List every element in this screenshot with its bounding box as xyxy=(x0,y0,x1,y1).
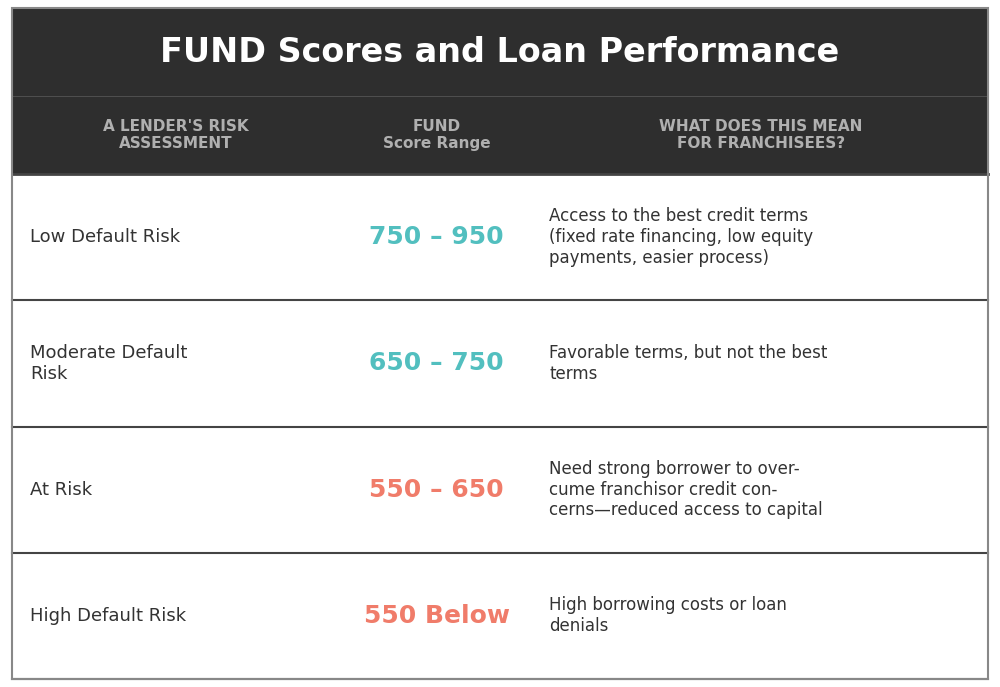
Text: A LENDER'S RISK
ASSESSMENT: A LENDER'S RISK ASSESSMENT xyxy=(103,119,248,151)
Text: FUND Scores and Loan Performance: FUND Scores and Loan Performance xyxy=(160,36,840,69)
Text: High borrowing costs or loan
denials: High borrowing costs or loan denials xyxy=(549,596,787,635)
Text: 650 – 750: 650 – 750 xyxy=(369,351,504,375)
Text: FUND
Score Range: FUND Score Range xyxy=(383,119,490,151)
Bar xyxy=(12,174,988,300)
Bar xyxy=(12,427,988,553)
Text: Favorable terms, but not the best
terms: Favorable terms, but not the best terms xyxy=(549,344,828,383)
Bar xyxy=(12,8,988,174)
Bar xyxy=(12,300,988,427)
Text: Low Default Risk: Low Default Risk xyxy=(30,228,180,246)
Text: 550 Below: 550 Below xyxy=(364,604,510,628)
Text: Need strong borrower to over-
cume franchisor credit con-
cerns—reduced access t: Need strong borrower to over- cume franc… xyxy=(549,460,823,519)
Text: 750 – 950: 750 – 950 xyxy=(369,225,504,249)
Text: Moderate Default
Risk: Moderate Default Risk xyxy=(30,344,187,383)
Text: 550 – 650: 550 – 650 xyxy=(369,477,504,502)
Text: At Risk: At Risk xyxy=(30,481,92,499)
Text: High Default Risk: High Default Risk xyxy=(30,607,186,625)
Text: WHAT DOES THIS MEAN
FOR FRANCHISEES?: WHAT DOES THIS MEAN FOR FRANCHISEES? xyxy=(659,119,863,151)
Text: Access to the best credit terms
(fixed rate financing, low equity
payments, easi: Access to the best credit terms (fixed r… xyxy=(549,207,813,267)
Bar xyxy=(12,553,988,679)
